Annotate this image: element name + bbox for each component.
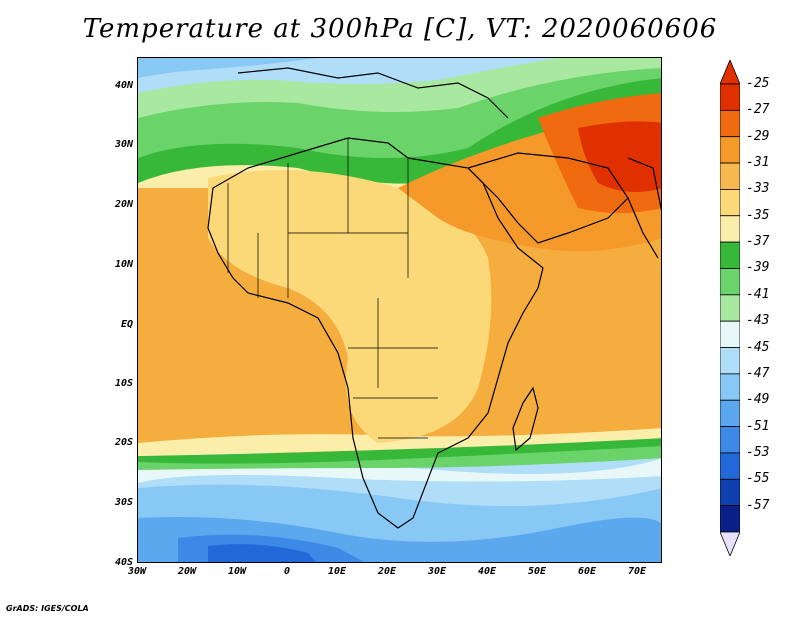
colorbar-segment bbox=[720, 347, 740, 375]
lon-label: 10E bbox=[327, 566, 347, 577]
colorbar-segment bbox=[720, 373, 740, 401]
colorbar-label: -57 bbox=[746, 497, 770, 513]
map-canvas bbox=[138, 58, 661, 562]
africa-coastline bbox=[207, 137, 544, 529]
colorbar-segment bbox=[720, 452, 740, 480]
lat-label: 10S bbox=[114, 378, 133, 389]
lat-label: 30N bbox=[114, 139, 133, 150]
colorbar-label: -51 bbox=[746, 418, 770, 434]
colorbar-label: -55 bbox=[746, 471, 770, 487]
lon-label: 20E bbox=[377, 566, 397, 577]
lon-label: 30W bbox=[127, 566, 147, 577]
lat-label: 20S bbox=[114, 437, 133, 448]
europe-coastline bbox=[237, 67, 509, 119]
colorbar-label: -49 bbox=[746, 392, 770, 408]
colorbar-top-arrow bbox=[720, 60, 740, 85]
colorbar-segment bbox=[720, 505, 740, 533]
lon-label: 0 bbox=[283, 566, 291, 577]
lon-label: 30E bbox=[427, 566, 447, 577]
field-band-minus33 bbox=[208, 170, 492, 443]
colorbar-label: -29 bbox=[746, 128, 770, 144]
arabia-coastline bbox=[466, 152, 629, 244]
lon-label: 70E bbox=[627, 566, 647, 577]
madagascar-coastline bbox=[512, 386, 539, 452]
colorbar-segment bbox=[720, 136, 740, 164]
colorbar-label: -47 bbox=[746, 365, 770, 381]
lon-label: 50E bbox=[527, 566, 547, 577]
colorbar-segment bbox=[720, 294, 740, 322]
colorbar-segment bbox=[720, 83, 740, 111]
colorbar-label: -37 bbox=[746, 234, 770, 250]
colorbar-segment bbox=[720, 478, 740, 507]
field-band-minus53 bbox=[208, 544, 317, 562]
colorbar-segment bbox=[720, 268, 740, 296]
lat-label: EQ bbox=[120, 319, 133, 330]
colorbar-label: -41 bbox=[746, 286, 770, 302]
field-band-minus47-north bbox=[138, 58, 318, 78]
colorbar-label: -45 bbox=[746, 339, 770, 355]
india-coastline bbox=[627, 157, 661, 259]
colorbar-segment bbox=[720, 241, 740, 269]
colorbar-label: -35 bbox=[746, 207, 770, 223]
lat-label: 30S bbox=[114, 497, 133, 508]
colorbar-segment bbox=[720, 215, 740, 243]
colorbar-label: -33 bbox=[746, 181, 770, 197]
colorbar bbox=[720, 60, 740, 556]
colorbar-segment bbox=[720, 399, 740, 427]
colorbar-label: -43 bbox=[746, 313, 770, 329]
lon-label: 60E bbox=[577, 566, 597, 577]
colorbar-segment bbox=[720, 162, 740, 190]
lon-label: 10W bbox=[227, 566, 247, 577]
lon-label: 40E bbox=[477, 566, 497, 577]
colorbar-segment bbox=[720, 426, 740, 454]
temperature-map bbox=[137, 57, 662, 563]
lon-label: 20W bbox=[177, 566, 197, 577]
credit-text: GrADS: IGES/COLA bbox=[6, 604, 89, 613]
lat-label: 40S bbox=[114, 557, 133, 568]
colorbar-label: -39 bbox=[746, 260, 770, 276]
colorbar-label: -25 bbox=[746, 76, 770, 91]
field-band-minus45-north bbox=[138, 58, 558, 93]
lat-label: 40N bbox=[114, 80, 133, 91]
map-title: Temperature at 300hPa [C], VT: 202006060… bbox=[82, 14, 718, 44]
colorbar-bottom-arrow bbox=[720, 531, 740, 556]
colorbar-segment bbox=[720, 109, 740, 138]
field-band-minus25 bbox=[578, 121, 661, 192]
colorbar-label: -27 bbox=[746, 102, 770, 118]
colorbar-segment bbox=[720, 320, 740, 348]
lat-label: 20N bbox=[114, 199, 133, 210]
colorbar-label: -31 bbox=[746, 155, 770, 171]
country-borders bbox=[227, 138, 438, 439]
colorbar-segment bbox=[720, 189, 740, 217]
colorbar-label: -53 bbox=[746, 444, 770, 460]
lat-label: 10N bbox=[114, 259, 133, 270]
